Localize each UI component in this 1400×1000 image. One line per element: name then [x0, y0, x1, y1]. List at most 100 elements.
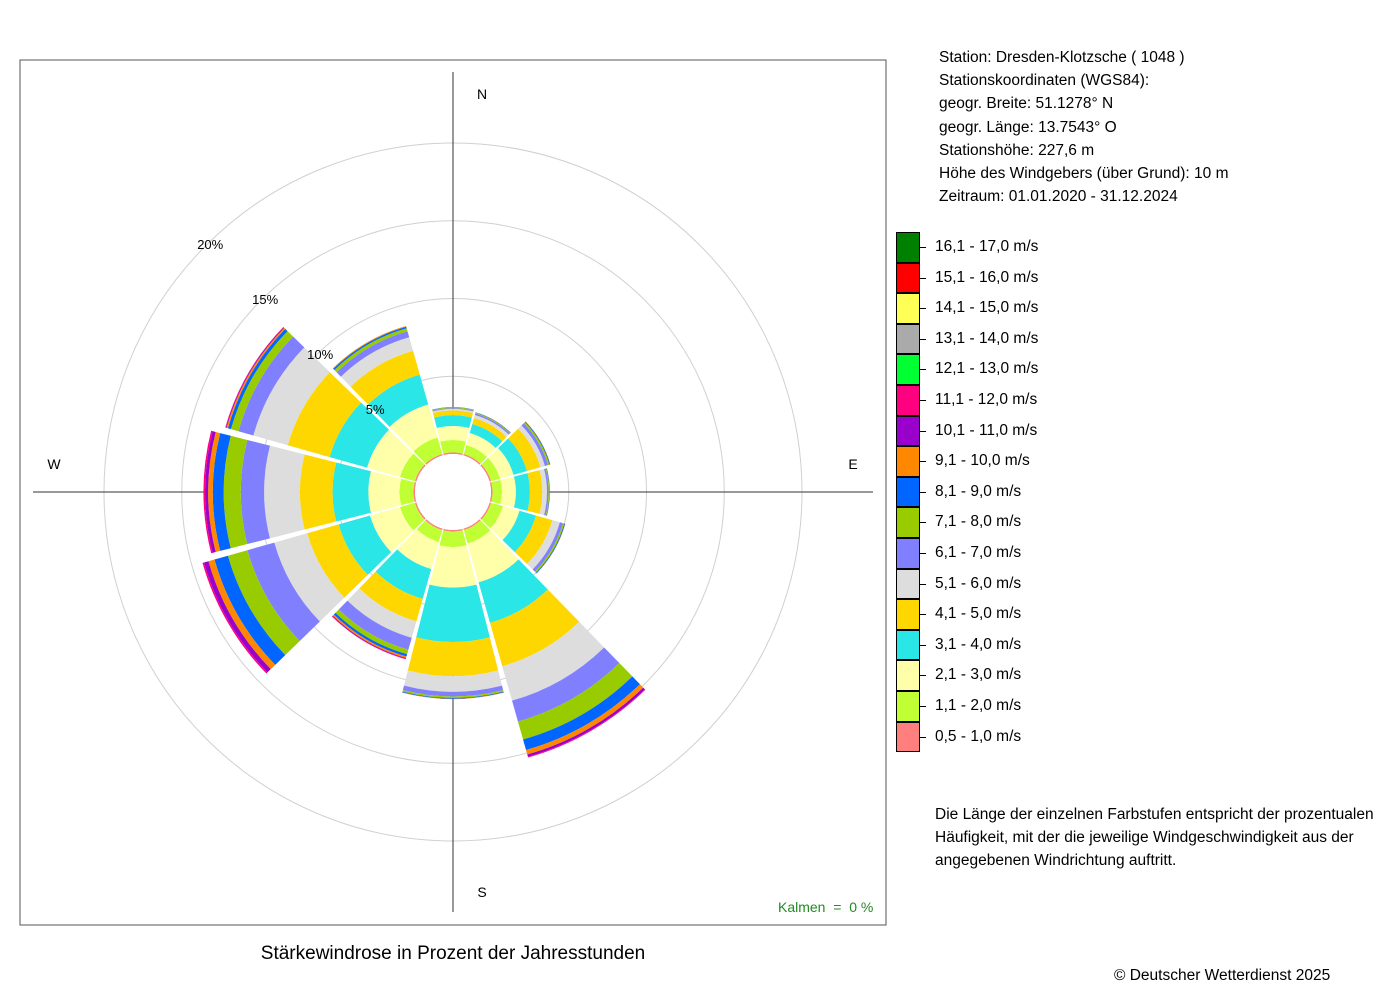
legend-swatch: [896, 507, 920, 538]
segment-dir-240-bin-3: [370, 507, 414, 553]
segment-dir-0-bin-5: [433, 410, 473, 418]
calm-label: Kalmen = 0 %: [778, 899, 874, 915]
segment-dir-150-bin-2: [463, 520, 491, 544]
segment-dir-270-bin-12: [203, 430, 213, 554]
segment-dir-210-bin-9: [333, 612, 408, 657]
grid-layer: [33, 72, 873, 912]
legend-swatch: [896, 691, 920, 722]
segment-dir-300-bin-4: [329, 402, 389, 468]
note-line-2: Häufigkeit, mit der die jeweilige Windge…: [935, 829, 1354, 847]
station-name: Station: Dresden-Klotzsche ( 1048 ): [939, 49, 1185, 66]
segment-dir-210-bin-8: [335, 609, 409, 655]
segment-dir-120-bin-8: [534, 523, 565, 573]
legend-swatch: [896, 721, 920, 753]
wedge-dir-240: [202, 502, 426, 674]
wedge-dir-270: [203, 430, 417, 554]
legend-swatch: [896, 262, 920, 294]
segment-dir-270-bin-2: [399, 478, 415, 506]
legend-label: 15,1 - 16,0 m/s: [935, 268, 1039, 286]
legend-item-6: 5,1 - 6,0 m/s: [896, 568, 1096, 600]
station-longitude: geogr. Länge: 13.7543° O: [939, 118, 1117, 136]
legend-tick: [920, 491, 926, 493]
segment-dir-150-bin-8: [517, 663, 633, 740]
legend-tick: [920, 522, 926, 524]
legend-item-1: 0,5 - 1,0 m/s: [896, 721, 1096, 753]
legend-tick: [920, 614, 926, 616]
legend-tick: [920, 277, 926, 279]
legend-item-11: 10,1 - 11,0 m/s: [896, 415, 1096, 447]
wedge-dir-90: [489, 468, 550, 516]
legend-label: 8,1 - 9,0 m/s: [935, 482, 1022, 500]
legend-tick: [920, 247, 926, 248]
segment-dir-150-bin-7: [512, 647, 620, 722]
ring-label-1: 5%: [366, 402, 385, 417]
segment-dir-300-bin-5: [287, 372, 362, 458]
segment-dir-150-bin-3: [467, 530, 519, 583]
legend-swatch: [896, 232, 920, 263]
segment-dir-180-bin-10: [402, 692, 504, 700]
segment-dir-330-bin-8: [334, 328, 408, 373]
station-latitude: geogr. Breite: 51.1278° N: [939, 95, 1114, 113]
legend-item-4: 3,1 - 4,0 m/s: [896, 629, 1096, 661]
segment-dir-0-bin-3: [436, 426, 470, 442]
segment-dir-120-bin-4: [502, 510, 536, 553]
segment-dir-60-bin-7: [521, 423, 548, 466]
wedge-dir-330: [332, 326, 443, 465]
segment-dir-0-bin-4: [434, 415, 472, 429]
segment-dir-180-bin-2: [439, 530, 467, 548]
legend-item-5: 4,1 - 5,0 m/s: [896, 599, 1096, 630]
legend-swatch: [896, 599, 920, 630]
segment-dir-240-bin-8: [227, 550, 300, 656]
segment-dir-120-bin-7: [532, 522, 563, 572]
wedge-dir-210: [331, 519, 443, 660]
legend-label: 13,1 - 14,0 m/s: [935, 329, 1039, 347]
segment-dir-0-bin-8: [432, 407, 474, 411]
legend-item-7: 6,1 - 7,0 m/s: [896, 538, 1096, 569]
legend-tick: [920, 644, 926, 646]
segment-dir-210-bin-3: [397, 529, 439, 569]
legend-swatch: [896, 538, 920, 569]
segment-dir-90-bin-5: [527, 470, 543, 514]
segment-dir-120-bin-6: [527, 520, 560, 570]
segment-dir-180-bin-6: [404, 670, 502, 692]
segment-dir-150-bin-10: [526, 684, 644, 755]
legend-tick: [920, 583, 926, 585]
segment-dir-210-bin-7: [338, 600, 412, 650]
wedge-dir-150: [463, 519, 646, 758]
segment-dir-210-bin-2: [416, 520, 443, 543]
segment-dir-330-bin-3: [389, 404, 438, 452]
legend-swatch: [896, 415, 920, 447]
segment-dir-270-bin-9: [212, 433, 231, 551]
segment-dir-300-bin-6: [253, 347, 330, 446]
segment-dir-210-bin-6: [347, 588, 417, 638]
legend-label: 7,1 - 8,0 m/s: [935, 513, 1022, 531]
legend-item-12: 11,1 - 12,0 m/s: [896, 385, 1096, 416]
segment-dir-330-bin-7: [336, 331, 410, 377]
legend-swatch: [896, 446, 920, 477]
station-altitude: Stationshöhe: 227,6 m: [939, 141, 1095, 159]
segment-dir-240-bin-1: [414, 502, 426, 520]
segment-dir-0-bin-1: [443, 452, 463, 456]
segment-dir-150-bin-1: [463, 519, 481, 531]
segment-dir-180-bin-5: [407, 637, 499, 677]
copyright: © Deutscher Wetterdienst 2025: [1114, 967, 1331, 984]
segment-dir-90-bin-4: [513, 473, 530, 511]
wedge-layer: [202, 326, 646, 758]
segment-dir-0-bin-9: [432, 407, 474, 410]
legend-tick: [920, 553, 926, 554]
compass-label-e: E: [848, 456, 857, 472]
segment-dir-240-bin-7: [247, 542, 320, 641]
segment-dir-270-bin-6: [264, 445, 305, 539]
segment-dir-150-bin-9: [523, 676, 640, 751]
legend-label: 10,1 - 11,0 m/s: [935, 421, 1038, 439]
segment-dir-30-bin-3: [466, 432, 496, 457]
label-layer: N E S W 5% 10% 15% 20%: [47, 86, 857, 900]
legend-tick: [920, 675, 926, 677]
segment-dir-90-bin-9: [546, 468, 550, 516]
legend-label: 2,1 - 3,0 m/s: [935, 666, 1022, 684]
segment-dir-330-bin-4: [367, 374, 429, 427]
segment-dir-180-bin-9: [402, 691, 504, 699]
legend-tick: [920, 430, 926, 432]
legend-label: 16,1 - 17,0 m/s: [935, 238, 1039, 255]
legend-tick: [920, 400, 926, 401]
